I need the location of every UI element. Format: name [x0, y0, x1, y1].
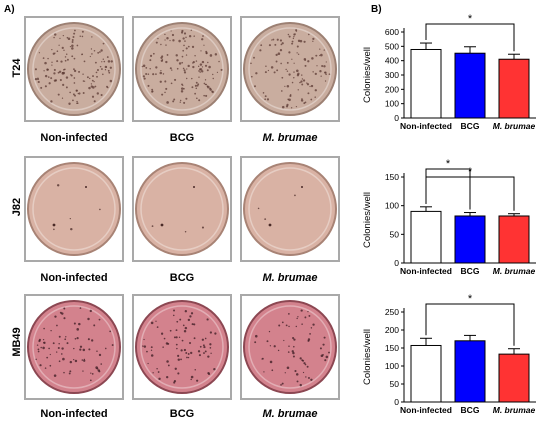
- colony-dots: [141, 29, 223, 104]
- significance-star: *: [468, 166, 473, 178]
- plate-label-j82-m-brumae: M. brumae: [262, 272, 318, 284]
- plate-t24-m-brumae: [240, 16, 340, 122]
- y-axis-label: Colonies/well: [362, 47, 373, 103]
- plate-label-mb49-m-brumae: M. brumae: [262, 408, 318, 420]
- colony-dots: [34, 29, 113, 105]
- colony-dots: [151, 186, 205, 233]
- y-tick-label: 150: [385, 172, 399, 182]
- colony-dots: [52, 184, 101, 231]
- plate-inner-rim: [248, 27, 332, 111]
- y-tick-label: 150: [385, 343, 399, 353]
- plate-t24-non-infected: [24, 16, 124, 122]
- y-tick-label: 50: [390, 229, 400, 239]
- y-tick-label: 300: [385, 70, 399, 80]
- plate-j82-non-infected: [24, 156, 124, 262]
- y-tick-label: 100: [385, 361, 399, 371]
- plate-label-t24-m-brumae: M. brumae: [262, 132, 318, 144]
- colony-dots: [254, 309, 330, 387]
- significance-bracket: [425, 176, 515, 211]
- y-tick-label: 500: [385, 41, 399, 51]
- bar: [410, 344, 442, 403]
- panel-b-label: B): [371, 4, 382, 15]
- x-tick-label: BCG: [461, 121, 480, 131]
- colony-dots: [257, 186, 303, 227]
- plate-t24-bcg: [132, 16, 232, 122]
- plate-mb49-non-infected: [24, 294, 124, 400]
- significance-bracket: [425, 303, 515, 346]
- plate-inner-rim: [248, 167, 332, 251]
- plate-dish: [27, 300, 121, 394]
- x-tick-label: M. brumae: [493, 266, 536, 276]
- significance-bracket: [425, 168, 471, 210]
- x-tick-label: BCG: [461, 405, 480, 415]
- significance-bracket: [425, 23, 515, 52]
- bar: [454, 52, 486, 119]
- y-tick-label: 0: [394, 113, 399, 123]
- x-tick-label: M. brumae: [493, 405, 536, 415]
- plate-label-mb49-bcg: BCG: [169, 408, 195, 420]
- row-label-mb49: MB49: [11, 327, 23, 357]
- plate-label-t24-non-infected: Non-infected: [40, 132, 108, 144]
- plate-inner-rim: [248, 305, 332, 389]
- x-tick-label: BCG: [461, 266, 480, 276]
- y-axis-label: Colonies/well: [362, 329, 373, 385]
- significance-star: *: [446, 158, 451, 170]
- plate-dish: [135, 300, 229, 394]
- x-tick-label: Non-infected: [400, 405, 452, 415]
- y-tick-label: 600: [385, 27, 399, 37]
- y-tick-label: 100: [385, 201, 399, 211]
- significance-star: *: [468, 13, 473, 25]
- plate-mb49-m-brumae: [240, 294, 340, 400]
- bar-chart-mb49: Colonies/well 0 50 100 150 200 250 Non-infected…: [362, 293, 536, 415]
- y-tick-label: 100: [385, 99, 399, 109]
- plate-label-j82-bcg: BCG: [169, 272, 195, 284]
- plate-inner-rim: [140, 167, 224, 251]
- plate-mb49-bcg: [132, 294, 232, 400]
- plate-dish: [27, 162, 121, 256]
- panel-a-label: A): [4, 4, 15, 15]
- plate-dish: [243, 162, 337, 256]
- y-tick-label: 200: [385, 325, 399, 335]
- plate-inner-rim: [32, 27, 116, 111]
- y-axis-label: Colonies/well: [362, 192, 373, 248]
- y-tick-label: 400: [385, 56, 399, 66]
- y-tick-label: 200: [385, 84, 399, 94]
- row-label-t24: T24: [11, 58, 23, 78]
- bar: [410, 210, 442, 264]
- plate-inner-rim: [140, 27, 224, 111]
- plate-label-mb49-non-infected: Non-infected: [40, 408, 108, 420]
- x-tick-label: Non-infected: [400, 266, 452, 276]
- y-tick-label: 0: [394, 397, 399, 407]
- bar: [454, 340, 486, 403]
- bar: [410, 48, 442, 119]
- x-tick-label: Non-infected: [400, 121, 452, 131]
- bar-chart-t24: Colonies/well 0 100 200 300 400 500 600 Non-infe…: [362, 13, 536, 131]
- plate-dish: [243, 300, 337, 394]
- y-tick-label: 0: [394, 258, 399, 268]
- plate-j82-bcg: [132, 156, 232, 262]
- y-tick-label: 50: [390, 379, 400, 389]
- bar: [454, 215, 486, 264]
- row-label-j82: J82: [11, 197, 23, 217]
- colony-dots: [142, 309, 217, 384]
- y-tick-label: 250: [385, 307, 399, 317]
- x-tick-label: M. brumae: [493, 121, 536, 131]
- colony-dots: [250, 29, 331, 109]
- significance-star: *: [468, 293, 473, 305]
- bar: [498, 58, 530, 119]
- plate-dish: [135, 162, 229, 256]
- plate-label-t24-bcg: BCG: [169, 132, 195, 144]
- plate-inner-rim: [140, 305, 224, 389]
- bar: [498, 215, 530, 264]
- colony-dots: [35, 307, 114, 382]
- plate-label-j82-non-infected: Non-infected: [40, 272, 108, 284]
- plate-dish: [243, 22, 337, 116]
- bar: [498, 353, 530, 403]
- plate-inner-rim: [32, 167, 116, 251]
- bar-chart-j82: Colonies/well 0 50 100 150 Non-infected BCG M. …: [362, 158, 536, 276]
- plate-dish: [135, 22, 229, 116]
- plate-inner-rim: [32, 305, 116, 389]
- plate-j82-m-brumae: [240, 156, 340, 262]
